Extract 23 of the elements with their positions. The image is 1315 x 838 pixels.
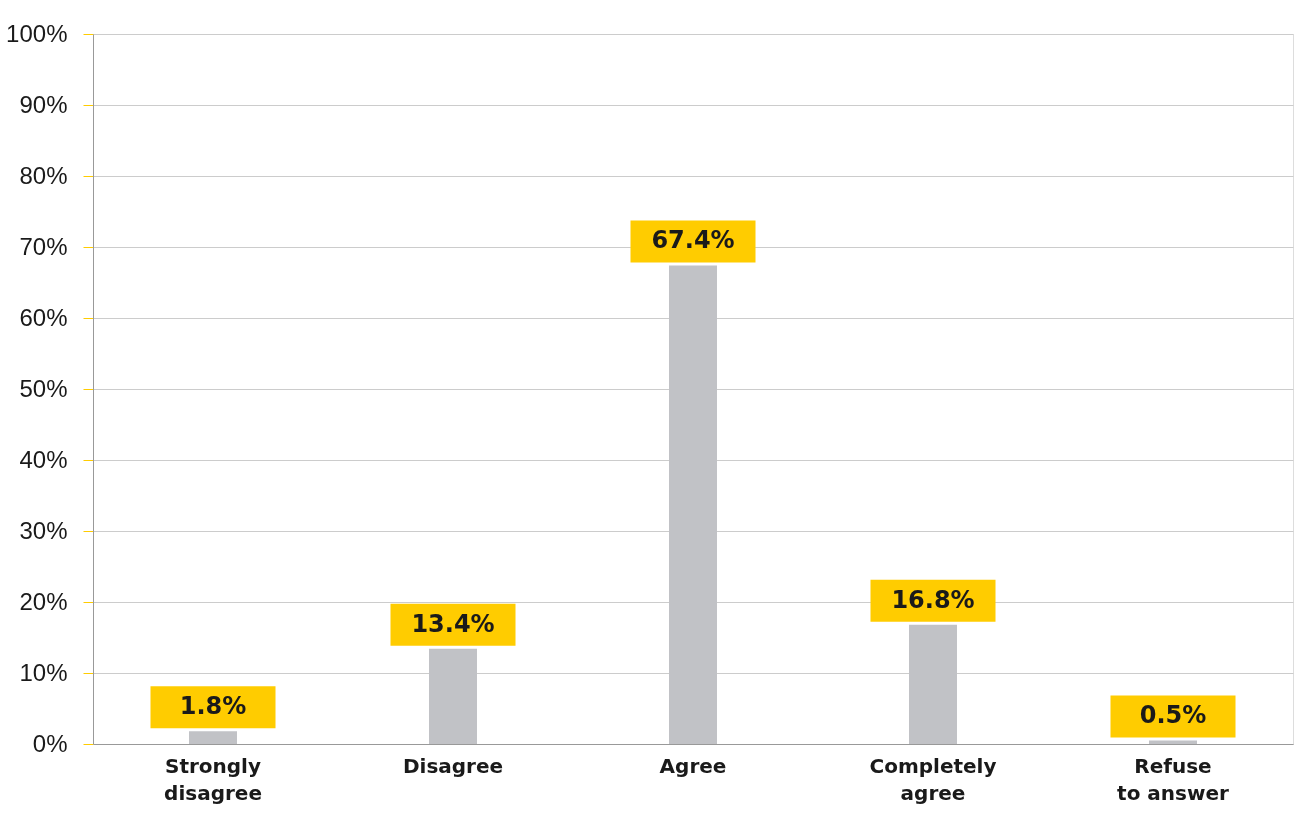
y-tick-label: 0% (32, 729, 68, 757)
x-tick-label: Strongly disagree (164, 753, 262, 805)
y-tick-label: 30% (19, 516, 68, 544)
y-tick-label: 60% (19, 303, 68, 331)
y-tick-label: 90% (19, 90, 68, 118)
data-label: 13.4% (411, 609, 495, 638)
y-tick-label: 70% (19, 232, 68, 260)
x-tick-label: Disagree (402, 753, 504, 778)
y-tick-label: 80% (19, 161, 68, 189)
x-tick-label: Refuse to answer (1117, 753, 1230, 805)
bar (1149, 740, 1197, 744)
y-tick-label: 100% (6, 19, 68, 47)
x-tick-label: Completely agree (869, 753, 997, 805)
y-tick-label: 50% (19, 374, 68, 402)
data-label: 16.8% (891, 585, 975, 614)
data-label: 1.8% (179, 692, 247, 721)
y-tick-label: 20% (19, 587, 68, 615)
x-tick-label: Agree (659, 753, 727, 778)
y-tick-label: 40% (19, 445, 68, 473)
data-label: 67.4% (651, 226, 735, 255)
bar (189, 731, 237, 744)
y-tick-label: 10% (19, 658, 68, 686)
data-label: 0.5% (1139, 701, 1207, 730)
